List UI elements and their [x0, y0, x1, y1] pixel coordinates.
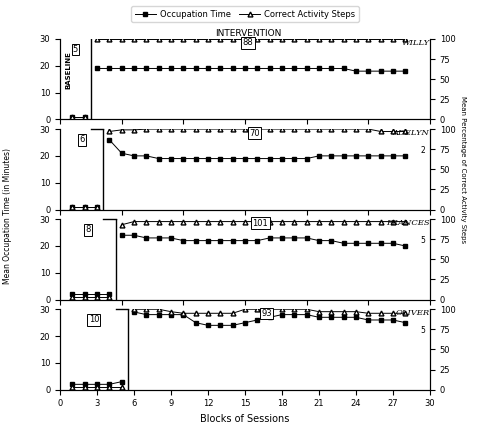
Text: BASELINE: BASELINE: [65, 51, 71, 89]
X-axis label: Blocks of Sessions: Blocks of Sessions: [200, 414, 290, 424]
Text: WILLY: WILLY: [402, 39, 430, 47]
Text: 2: 2: [420, 146, 425, 155]
Text: 93: 93: [262, 309, 272, 318]
Legend: Occupation Time, Correct Activity Steps: Occupation Time, Correct Activity Steps: [132, 6, 358, 22]
Text: 88: 88: [242, 39, 254, 48]
Text: 101: 101: [252, 219, 268, 228]
Text: 8: 8: [85, 226, 90, 234]
Text: 6: 6: [79, 135, 84, 144]
Text: 10: 10: [88, 316, 99, 324]
Text: ADELYN: ADELYN: [393, 129, 430, 137]
Text: FRANCES: FRANCES: [386, 219, 430, 227]
Text: 5: 5: [73, 45, 78, 54]
Text: 5: 5: [420, 326, 425, 335]
Text: INTERVENTION: INTERVENTION: [215, 29, 282, 38]
Text: OLIVER: OLIVER: [396, 309, 430, 317]
Text: Mean Occupation Time (in Minutes): Mean Occupation Time (in Minutes): [3, 149, 12, 284]
Text: 5: 5: [420, 236, 425, 245]
Text: 70: 70: [249, 129, 260, 138]
Y-axis label: Mean Percentage of Correct Activity Steps: Mean Percentage of Correct Activity Step…: [460, 96, 466, 243]
